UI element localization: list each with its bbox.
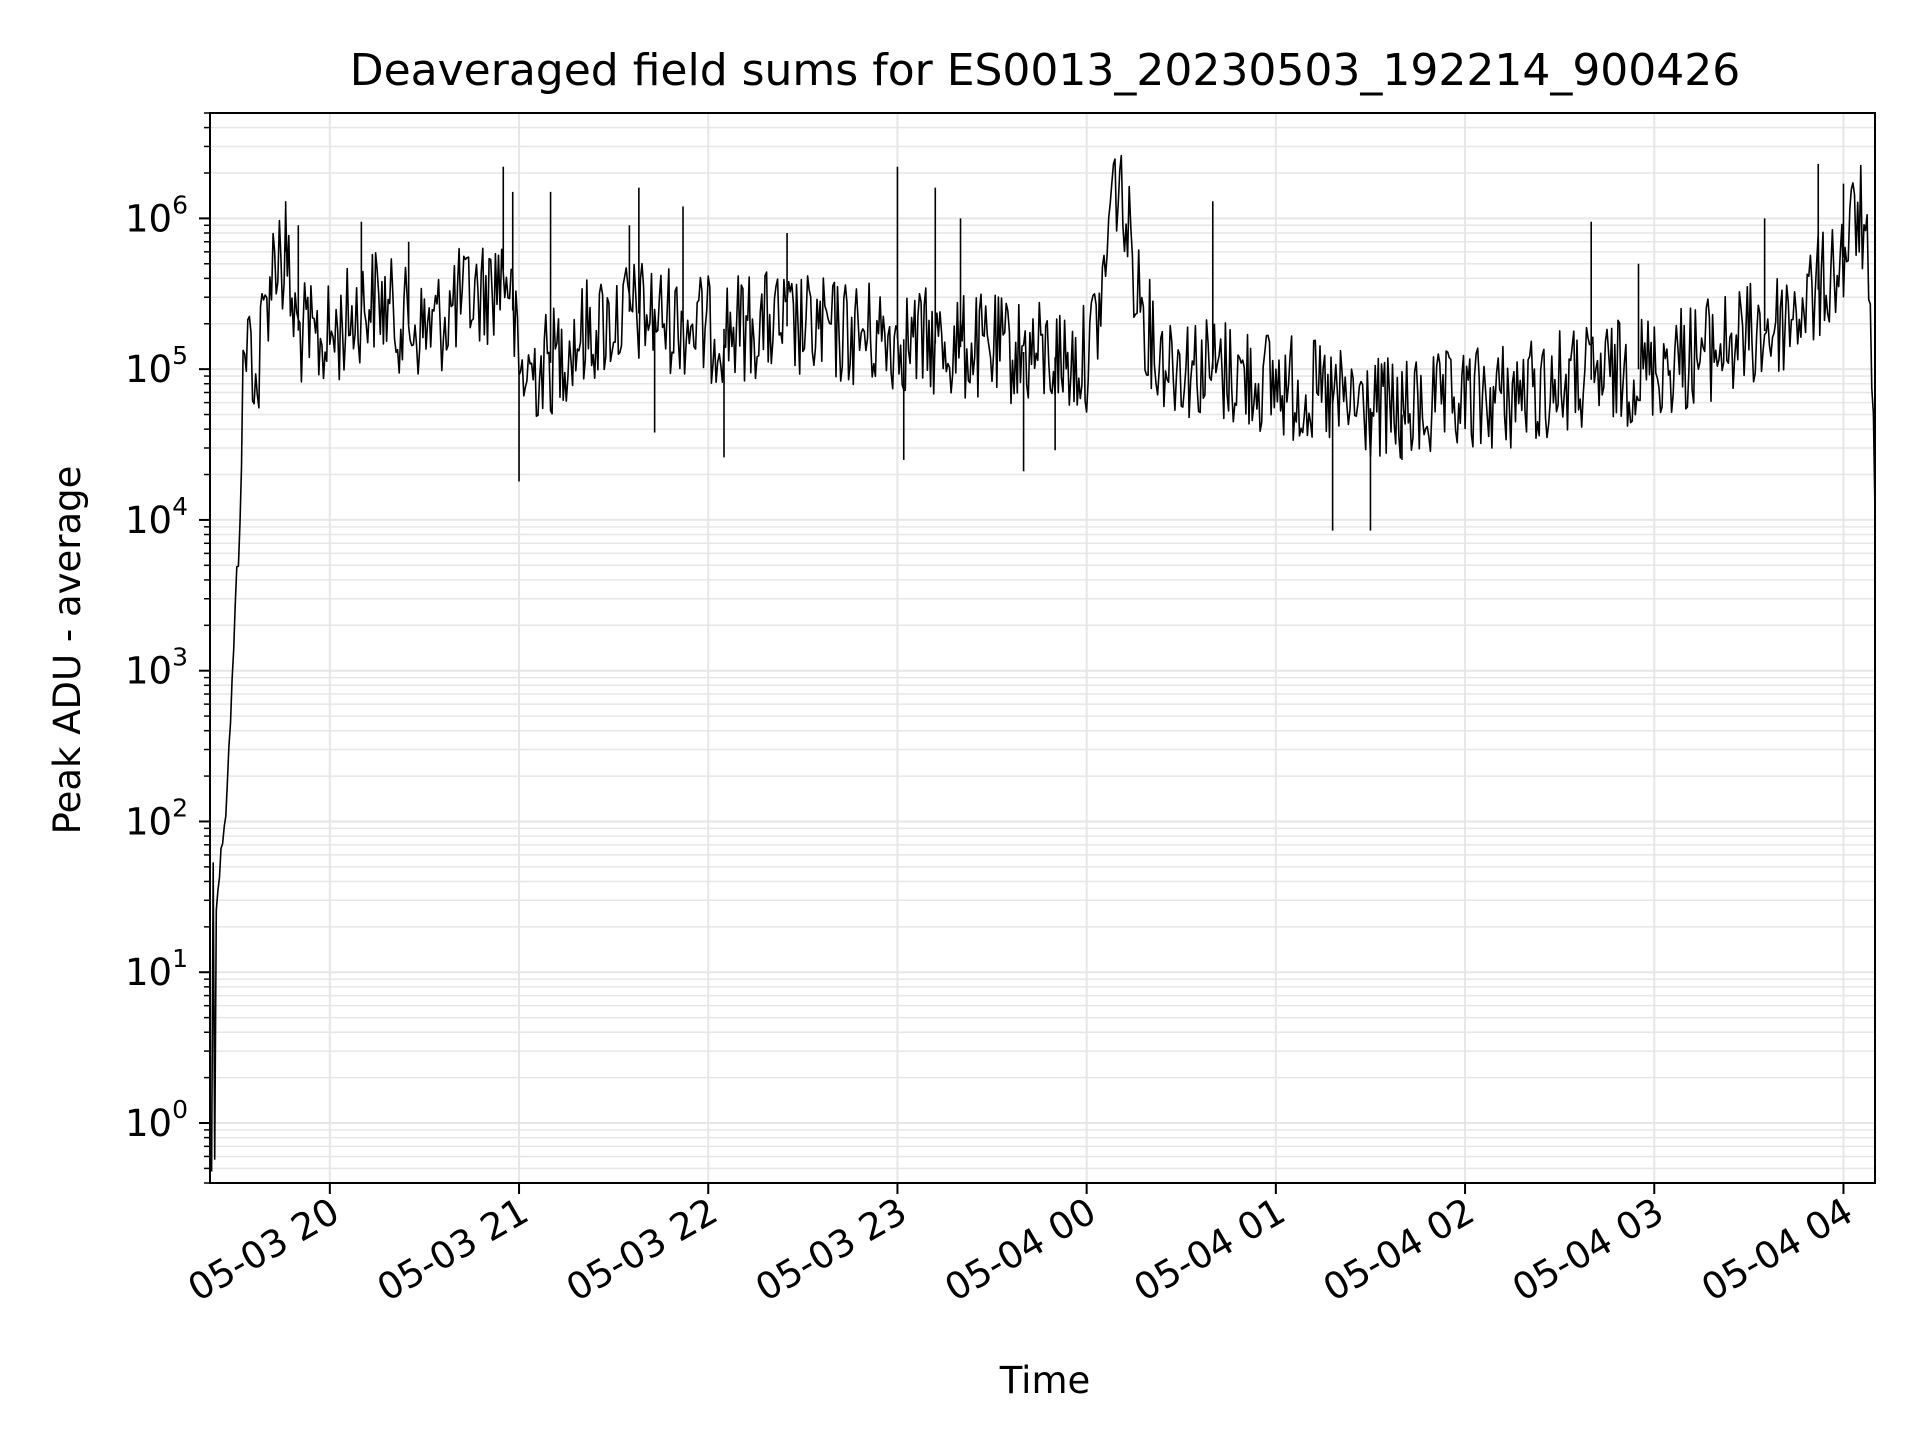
chart-title: Deaveraged field sums for ES0013_2023050… bbox=[350, 45, 1741, 96]
series-layer bbox=[210, 154, 1875, 1172]
y-axis-label: Peak ADU - average bbox=[46, 466, 89, 835]
series-line bbox=[210, 154, 1875, 1172]
y-tick-label: 102 bbox=[125, 793, 188, 843]
y-tick-label: 105 bbox=[125, 341, 188, 391]
y-tick-label: 100 bbox=[125, 1095, 188, 1145]
y-tick-label: 106 bbox=[125, 190, 188, 240]
x-axis-label: Time bbox=[999, 1359, 1091, 1402]
y-tick-label: 104 bbox=[125, 492, 188, 542]
plot-frame bbox=[209, 112, 1876, 1184]
y-tick-label: 101 bbox=[125, 944, 188, 994]
y-tick-label: 103 bbox=[125, 643, 188, 693]
